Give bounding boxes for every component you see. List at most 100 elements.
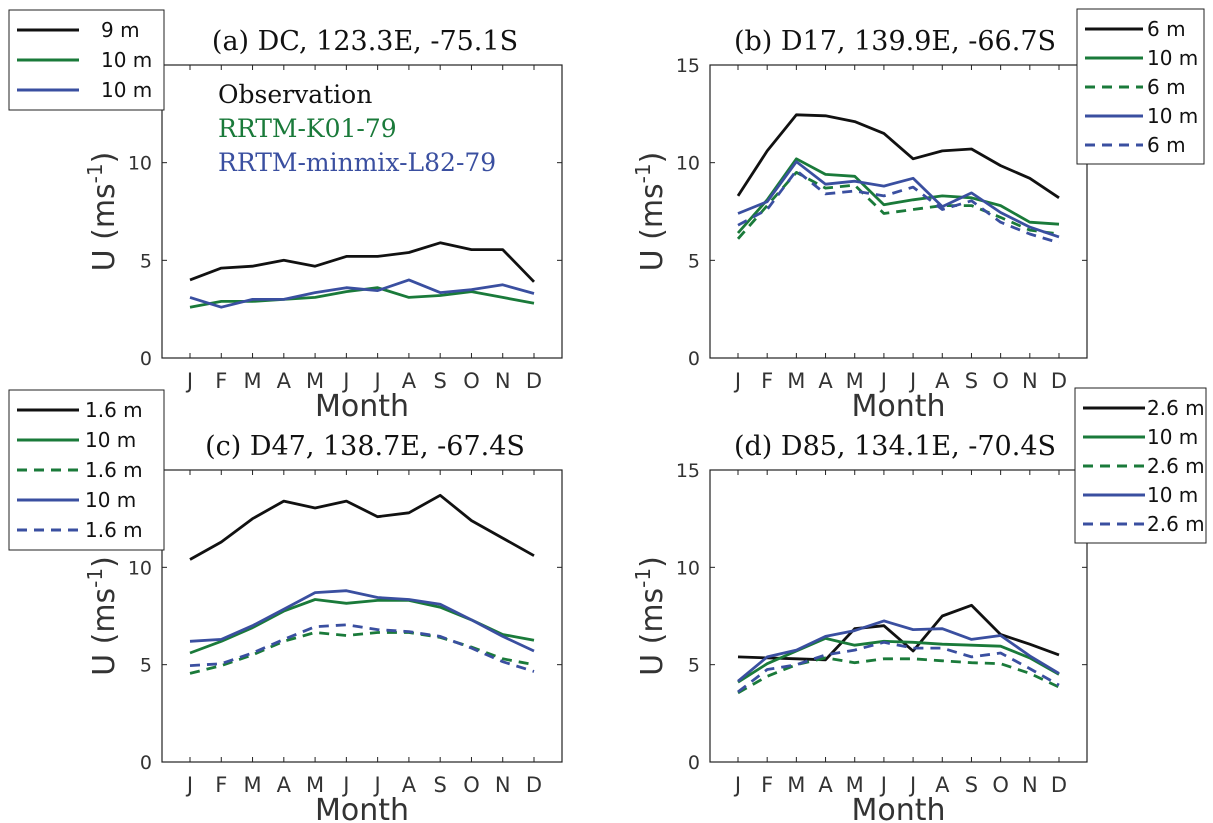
x-tick-label: A [935, 369, 950, 393]
series-line-1 [189, 493, 535, 561]
y-axis-label: U (ms-1) [631, 152, 670, 272]
legend-label: 6 m [1147, 133, 1186, 157]
series-line-4 [737, 160, 1060, 239]
annotation-3: RRTM-minmix-L82-79 [218, 148, 496, 177]
axes-frame [161, 64, 563, 359]
chart-title: (b) D17, 139.9E, -66.7S [734, 26, 1056, 57]
x-tick-label: J [341, 773, 349, 797]
y-tick-label: 10 [128, 153, 152, 175]
x-tick-label: F [761, 369, 773, 393]
legend-label: 2.6 m [1147, 454, 1205, 478]
x-tick-label: F [215, 369, 227, 393]
x-tick-label: A [935, 773, 950, 797]
legend-label: 10 m [1147, 425, 1198, 449]
x-tick-label: J [733, 773, 741, 797]
x-tick-label: S [434, 773, 447, 797]
x-tick-label: J [879, 773, 887, 797]
x-tick-label: A [818, 773, 833, 797]
series-line-5 [737, 169, 1060, 245]
x-tick-label: M [787, 369, 805, 393]
x-axis-label: Month [851, 793, 945, 823]
legend-label: 10 m [1147, 104, 1198, 128]
series-line-2 [737, 637, 1060, 684]
chart-title: (a) DC, 123.3E, -75.1S [212, 26, 518, 57]
legend: 9 m 10 m 10 m [8, 9, 165, 111]
x-tick-label: A [402, 369, 417, 393]
x-tick-label: J [185, 773, 193, 797]
x-tick-label: J [908, 369, 916, 393]
x-tick-label: S [965, 773, 978, 797]
x-axis-label: Month [315, 793, 409, 823]
x-axis-label: Month [851, 389, 945, 424]
x-tick-label: A [277, 369, 292, 393]
chart-title: (d) D85, 134.1E, -70.4S [734, 431, 1056, 462]
series-line-5 [737, 640, 1060, 694]
series-line-4 [737, 619, 1060, 683]
series-line-5 [189, 623, 535, 673]
legend-label: 10 m [1147, 483, 1198, 507]
y-tick-label: 0 [688, 348, 700, 370]
y-axis-label: U (ms-1) [83, 152, 122, 272]
x-tick-label: D [526, 369, 542, 393]
x-tick-label: M [306, 369, 324, 393]
series-line-1 [737, 603, 1060, 662]
x-tick-label: D [1051, 369, 1067, 393]
series-line-2 [189, 286, 535, 309]
y-tick-label: 15 [676, 55, 700, 77]
y-tick-label: 0 [688, 752, 700, 774]
x-tick-label: J [733, 369, 741, 393]
y-tick-label: 0 [140, 348, 152, 370]
series-line-2 [736, 157, 1060, 234]
x-tick-label: D [526, 773, 542, 797]
legend-label: 9 m [101, 18, 140, 42]
x-tick-label: N [1022, 369, 1038, 393]
x-tick-label: S [434, 369, 447, 393]
x-tick-label: O [463, 369, 480, 393]
y-tick-label: 5 [688, 655, 700, 677]
annotation-2: RRTM-K01-79 [218, 114, 397, 143]
x-tick-label: M [846, 773, 864, 797]
x-tick-label: A [818, 369, 833, 393]
annotation-1: Observation [218, 80, 372, 109]
legend-label: 6 m [1147, 17, 1186, 41]
x-tick-label: J [879, 369, 887, 393]
x-tick-label: F [215, 773, 227, 797]
y-tick-label: 5 [140, 655, 152, 677]
y-axis-label: U (ms-1) [83, 556, 122, 676]
x-tick-label: N [1022, 773, 1038, 797]
y-tick-label: 10 [676, 557, 700, 579]
x-tick-label: F [761, 773, 773, 797]
legend-label: 10 m [85, 428, 136, 452]
series-line-3 [189, 631, 535, 675]
legend-label: 1.6 m [85, 458, 143, 482]
x-tick-label: J [373, 369, 381, 393]
series-line-1 [736, 113, 1060, 199]
y-axis-label: U (ms-1) [631, 556, 670, 676]
x-tick-label: A [277, 773, 292, 797]
series-line-3 [737, 656, 1060, 695]
axes-frame [709, 469, 1088, 763]
series-line-3 [736, 170, 1060, 240]
x-tick-label: M [787, 773, 805, 797]
x-tick-label: O [463, 773, 480, 797]
legend-label: 2.6 m [1147, 512, 1205, 536]
legend-label: 6 m [1147, 75, 1186, 99]
axes-frame [709, 64, 1088, 359]
y-tick-label: 15 [676, 460, 700, 482]
legend-label: 10 m [101, 78, 152, 102]
legend-label: 10 m [101, 48, 152, 72]
x-tick-label: O [992, 369, 1009, 393]
legend-label: 2.6 m [1147, 396, 1205, 420]
y-tick-label: 10 [676, 153, 700, 175]
series-line-1 [189, 241, 536, 283]
y-tick-label: 10 [128, 557, 152, 579]
y-tick-label: 0 [140, 752, 152, 774]
x-tick-label: J [341, 369, 349, 393]
x-axis-label: Month [315, 389, 409, 424]
x-tick-label: S [965, 369, 978, 393]
legend: 6 m 10 m 6 m 10 m 6 m [1076, 8, 1205, 165]
legend-label: 10 m [85, 488, 136, 512]
